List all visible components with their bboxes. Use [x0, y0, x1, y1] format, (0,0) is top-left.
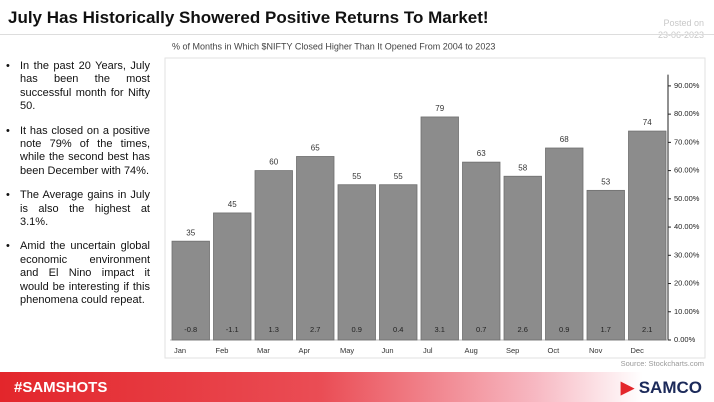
- bar: [462, 161, 501, 341]
- value-label: 35: [186, 228, 195, 237]
- y-tick-label: 40.00%: [674, 222, 700, 231]
- avg-gain-label: 0.4: [393, 325, 403, 334]
- chart-frame: [164, 57, 706, 359]
- y-tick-label: 10.00%: [674, 307, 700, 316]
- bar: [213, 212, 252, 341]
- x-tick-label: Jul: [423, 346, 433, 355]
- avg-gain-label: 0.9: [352, 325, 362, 334]
- value-label: 55: [394, 172, 403, 181]
- avg-gain-label: -1.1: [226, 325, 239, 334]
- x-tick-label: Aug: [465, 346, 478, 355]
- y-tick-label: 80.00%: [674, 109, 700, 118]
- x-tick-label: Jan: [174, 346, 186, 355]
- posted-date: 23-06-2023: [657, 30, 704, 40]
- avg-gain-label: 0.7: [476, 325, 486, 334]
- x-tick-label: Jun: [382, 346, 394, 355]
- value-label: 53: [601, 177, 610, 186]
- footer-band: #SAMSHOTS ▶ SAMCO: [0, 372, 714, 402]
- avg-gain-label: 0.9: [559, 325, 569, 334]
- avg-gain-label: 3.1: [435, 325, 445, 334]
- value-label: 55: [352, 172, 361, 181]
- x-tick-label: Dec: [631, 346, 645, 355]
- bullet-item: Amid the uncertain global economic envir…: [6, 240, 150, 307]
- bullet-item: In the past 20 Years, July has been the …: [6, 60, 150, 114]
- bar: [296, 156, 335, 341]
- y-tick-label: 70.00%: [674, 137, 700, 146]
- page-title: July Has Historically Showered Positive …: [8, 8, 489, 27]
- bar: [420, 116, 459, 341]
- x-tick-label: Oct: [548, 346, 561, 355]
- bar: [503, 175, 542, 341]
- avg-gain-label: -0.8: [184, 325, 197, 334]
- bar: [379, 184, 418, 341]
- value-label: 65: [311, 144, 320, 153]
- y-tick-label: 60.00%: [674, 166, 700, 175]
- value-label: 58: [518, 163, 527, 172]
- y-tick-label: 0.00%: [674, 335, 696, 344]
- brand-icon: ▶: [620, 378, 634, 397]
- y-tick-label: 20.00%: [674, 279, 700, 288]
- title-rule: [0, 34, 714, 35]
- avg-gain-label: 1.3: [269, 325, 279, 334]
- source-note: Source: Stockcharts.com: [621, 359, 704, 368]
- x-tick-label: Apr: [299, 346, 311, 355]
- bar: [337, 184, 376, 341]
- value-label: 60: [269, 158, 278, 167]
- avg-gain-label: 2.6: [518, 325, 528, 334]
- value-label: 63: [477, 149, 486, 158]
- y-tick-label: 30.00%: [674, 250, 700, 259]
- x-tick-label: Sep: [506, 346, 519, 355]
- x-tick-label: May: [340, 346, 354, 355]
- bar: [586, 189, 625, 341]
- avg-gain-label: 2.7: [310, 325, 320, 334]
- bar: [545, 147, 584, 341]
- hashtag: #SAMSHOTS: [14, 379, 108, 396]
- chart: % of Months in Which $NIFTY Closed Highe…: [164, 41, 706, 368]
- chart-title: % of Months in Which $NIFTY Closed Highe…: [172, 41, 495, 51]
- bar: [171, 240, 210, 341]
- brand-name: SAMCO: [638, 378, 702, 397]
- x-tick-label: Feb: [216, 346, 229, 355]
- x-tick-label: Nov: [589, 346, 603, 355]
- x-tick-label: Mar: [257, 346, 270, 355]
- y-tick-label: 90.00%: [674, 81, 700, 90]
- bullet-list: In the past 20 Years, July has been the …: [6, 60, 150, 319]
- value-label: 74: [643, 118, 652, 127]
- posted-info: Posted on 23-06-2023: [658, 17, 704, 41]
- bar: [628, 130, 667, 341]
- value-label: 79: [435, 104, 444, 113]
- brand-logo: ▶ SAMCO: [621, 378, 702, 398]
- y-tick-label: 50.00%: [674, 194, 700, 203]
- avg-gain-label: 1.7: [601, 325, 611, 334]
- value-label: 45: [228, 200, 237, 209]
- posted-label: Posted on: [663, 18, 704, 28]
- bullet-item: It has closed on a positive note 79% of …: [6, 125, 150, 179]
- value-label: 68: [560, 135, 569, 144]
- avg-gain-label: 2.1: [642, 325, 652, 334]
- bar: [254, 170, 293, 341]
- bullet-item: The Average gains in July is also the hi…: [6, 189, 150, 229]
